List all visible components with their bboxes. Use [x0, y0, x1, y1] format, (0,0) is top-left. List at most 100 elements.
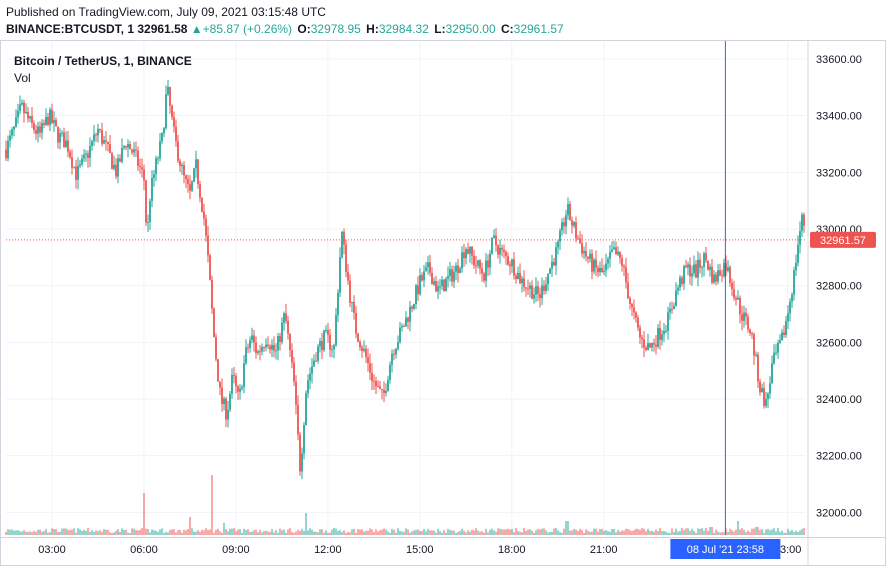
candle-body	[785, 321, 787, 335]
volume-bar	[195, 531, 197, 535]
volume-bar	[679, 530, 681, 535]
candle-body	[511, 259, 513, 267]
volume-bar	[597, 531, 599, 535]
candle-body	[69, 151, 71, 158]
candle-body	[131, 149, 133, 153]
volume-bar	[487, 532, 489, 535]
volume-bar	[55, 529, 57, 535]
candle-body	[107, 141, 109, 144]
volume-bar	[383, 528, 385, 535]
volume-bar	[655, 529, 657, 535]
candle-body	[449, 269, 451, 276]
candle-body	[707, 260, 709, 270]
candle-body	[593, 259, 595, 272]
candle-body	[203, 211, 205, 219]
volume-bar	[435, 532, 437, 535]
volume-bar	[403, 531, 405, 535]
volume-bar	[69, 530, 71, 535]
candle-body	[465, 249, 467, 259]
candle-body	[185, 175, 187, 179]
volume-bar	[71, 529, 73, 535]
candle-body	[225, 398, 227, 420]
volume-bar	[531, 530, 533, 535]
candle-body	[689, 264, 691, 277]
candle-body	[651, 342, 653, 348]
crosshair-time-label: 08 Jul '21 23:58	[687, 544, 764, 556]
volume-bar	[59, 531, 61, 535]
low-value: 32950.00	[445, 22, 496, 36]
published-line: Published on TradingView.com, July 09, 2…	[6, 4, 564, 21]
candle-body	[427, 262, 429, 268]
volume-bar	[239, 528, 241, 535]
candle-body	[789, 301, 791, 314]
candle-body	[469, 246, 471, 254]
volume-bar	[65, 528, 67, 535]
candle-body	[213, 308, 215, 337]
candle-body	[291, 349, 293, 363]
volume-bar	[189, 517, 191, 535]
volume-bar	[571, 530, 573, 535]
candle-body	[493, 235, 495, 238]
volume-bar	[475, 528, 477, 535]
volume-bar	[347, 531, 349, 535]
candle-body	[57, 126, 59, 143]
volume-bar	[635, 528, 637, 535]
candle-body	[675, 290, 677, 306]
x-tick-label: 06:00	[130, 544, 158, 556]
candle-body	[343, 231, 345, 245]
volume-bar	[433, 530, 435, 535]
volume-bar	[257, 532, 259, 535]
volume-bar	[621, 530, 623, 535]
candle-body	[301, 453, 303, 472]
open-value: 32978.95	[310, 22, 361, 36]
candle-body	[151, 178, 153, 201]
candles	[5, 79, 805, 480]
volume-bar	[327, 532, 329, 535]
volume-bar	[41, 531, 43, 535]
candle-body	[275, 350, 277, 352]
candle-body	[229, 393, 231, 410]
candle-body	[741, 314, 743, 321]
volume-bar	[285, 532, 287, 535]
volume-bar	[611, 529, 613, 535]
volume-bar	[769, 530, 771, 535]
candle-body	[613, 247, 615, 250]
candle-body	[471, 246, 473, 256]
candle-body	[419, 275, 421, 295]
candle-body	[779, 340, 781, 343]
candle-body	[723, 262, 725, 276]
candle-body	[393, 353, 395, 355]
candle-body	[299, 434, 301, 472]
volume-bar	[131, 528, 133, 535]
candle-body	[139, 165, 141, 168]
volume-bar	[737, 521, 739, 535]
volume-bar	[147, 529, 149, 535]
candle-body	[167, 86, 169, 95]
candle-body	[179, 160, 181, 166]
volume-bar	[109, 532, 111, 535]
candle-body	[181, 165, 183, 167]
x-tick-label: 12:00	[314, 544, 342, 556]
candle-body	[23, 102, 25, 114]
volume-bar	[73, 528, 75, 535]
volume-bar	[549, 532, 551, 535]
candle-body	[397, 342, 399, 349]
volume-bar	[153, 530, 155, 535]
volume-bar	[291, 531, 293, 535]
candle-body	[103, 140, 105, 144]
volume-bar	[121, 528, 123, 535]
candle-body	[545, 284, 547, 291]
volume-bar	[159, 529, 161, 535]
candle-body	[115, 164, 117, 177]
candle-body	[293, 362, 295, 382]
volume-bar	[129, 532, 131, 535]
volume-bar	[171, 529, 173, 535]
candle-body	[437, 286, 439, 292]
volume-bar	[163, 532, 165, 535]
volume-bar	[715, 529, 717, 535]
candle-body	[21, 102, 23, 105]
candle-body	[205, 218, 207, 236]
volume-bar	[151, 529, 153, 535]
candle-body	[31, 116, 33, 124]
